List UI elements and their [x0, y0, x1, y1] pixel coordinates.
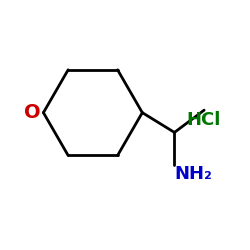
Text: NH₂: NH₂ — [174, 166, 212, 184]
Text: O: O — [24, 103, 40, 122]
Text: HCl: HCl — [187, 111, 221, 129]
